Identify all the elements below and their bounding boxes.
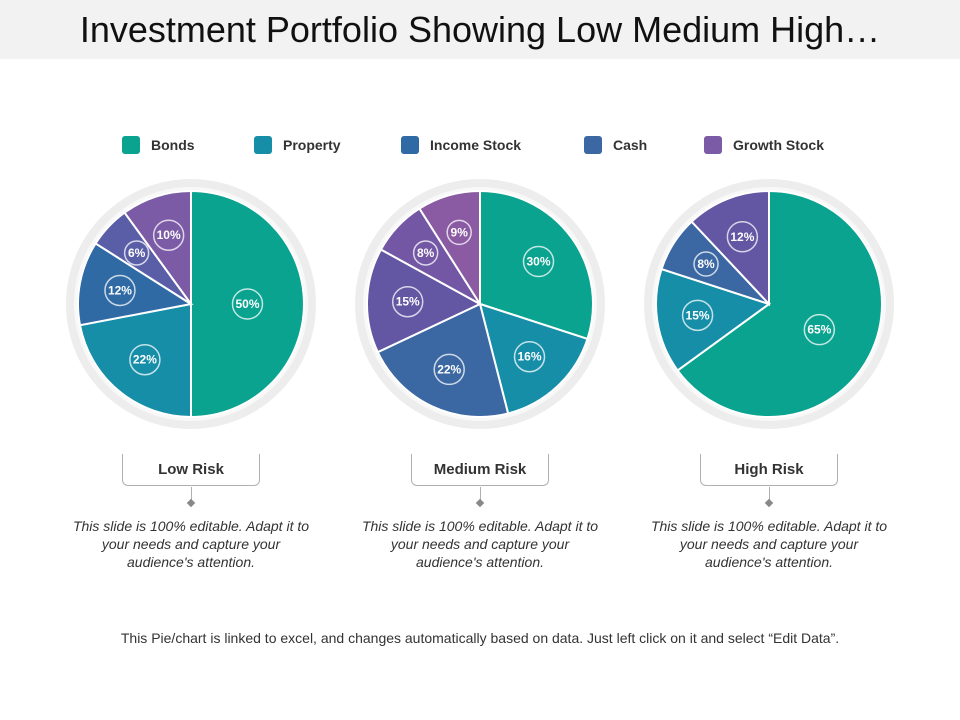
footer-note: This Pie/chart is linked to excel, and c… bbox=[120, 630, 840, 646]
high-risk-label-box: High Risk bbox=[700, 454, 838, 486]
medium-risk-slice-label-bubble-1 bbox=[513, 340, 546, 373]
medium-risk-slice-label-4: 8% bbox=[417, 246, 435, 260]
legend-item-property: Property bbox=[254, 136, 341, 154]
high-risk-slice-label-bubble-2 bbox=[693, 251, 719, 277]
high-risk-slice-label-bubble-3 bbox=[726, 221, 759, 253]
legend-item-growth-stock: Growth Stock bbox=[704, 136, 824, 154]
low-risk-label-box: Low Risk bbox=[122, 454, 260, 486]
title-bar: Investment Portfolio Showing Low Medium … bbox=[0, 0, 960, 59]
medium-risk-slice-label-bubble-4 bbox=[412, 240, 439, 266]
medium-risk-slice-label-5: 9% bbox=[451, 225, 469, 239]
medium-risk-slice-label-2: 22% bbox=[437, 362, 461, 376]
high-risk-slice-label-2: 8% bbox=[697, 257, 715, 271]
medium-risk-connector bbox=[480, 487, 481, 501]
high-risk-connector bbox=[769, 487, 770, 501]
low-risk-slice-label-bubble-2 bbox=[104, 274, 136, 307]
low-risk-slice-label-2: 12% bbox=[108, 283, 132, 297]
low-risk-slice-2 bbox=[77, 242, 194, 327]
low-risk-slice-label-bubble-1 bbox=[129, 343, 161, 376]
medium-risk-slice-label-bubble-2 bbox=[433, 353, 465, 386]
legend-swatch-bonds bbox=[122, 136, 140, 154]
medium-risk-slice-0 bbox=[479, 189, 594, 341]
low-risk-description: This slide is 100% editable. Adapt it to… bbox=[72, 518, 310, 570]
low-risk-slice-label-0: 50% bbox=[235, 297, 259, 311]
low-risk-slice-label-1: 22% bbox=[133, 353, 157, 367]
medium-risk-slice-3 bbox=[366, 248, 483, 354]
low-risk-pie: 50% 22% 12% 6% 10% bbox=[66, 179, 316, 429]
medium-risk-slice-label-1: 16% bbox=[517, 350, 541, 364]
legend-label-bonds: Bonds bbox=[151, 137, 195, 153]
medium-risk-slice-label-0: 30% bbox=[526, 254, 550, 268]
medium-risk-slice-label-bubble-0 bbox=[522, 245, 555, 278]
low-risk-slice-label-3: 6% bbox=[128, 246, 146, 260]
legend-label-income-stock: Income Stock bbox=[430, 137, 522, 153]
medium-risk-slice-1 bbox=[478, 302, 589, 415]
low-risk-slice-label-bubble-0 bbox=[231, 288, 264, 320]
legend-swatch-income-stock bbox=[401, 136, 419, 154]
low-risk-slice-label-bubble-3 bbox=[123, 240, 150, 266]
medium-risk-slice-5 bbox=[418, 189, 481, 308]
legend-swatch-cash bbox=[584, 136, 602, 154]
legend-swatch-property bbox=[254, 136, 272, 154]
legend-label-growth-stock: Growth Stock bbox=[733, 137, 825, 153]
legend-item-cash: Cash bbox=[584, 136, 647, 154]
high-risk-pie: 65% 15% 8% 12% bbox=[644, 179, 894, 429]
high-risk-slice-label-0: 65% bbox=[807, 323, 831, 337]
medium-risk-slice-2 bbox=[376, 302, 510, 418]
high-risk-slice-0 bbox=[676, 189, 883, 418]
low-risk-slice-0 bbox=[190, 189, 305, 419]
high-risk-slice-3 bbox=[690, 189, 770, 307]
high-risk-slice-label-1: 15% bbox=[686, 308, 710, 322]
legend: Bonds Property Income Stock Cash Growth … bbox=[0, 136, 960, 158]
high-risk-slice-label-bubble-0 bbox=[803, 313, 836, 346]
legend-item-bonds: Bonds bbox=[122, 136, 195, 154]
high-risk-label: High Risk bbox=[734, 461, 804, 478]
medium-risk-label: Medium Risk bbox=[433, 461, 527, 478]
medium-risk-slice-label-bubble-5 bbox=[446, 219, 472, 246]
legend-label-property: Property bbox=[283, 137, 341, 153]
medium-risk-description: This slide is 100% editable. Adapt it to… bbox=[361, 518, 599, 570]
medium-risk-slice-label-bubble-3 bbox=[391, 285, 424, 318]
low-risk-slice-label-bubble-4 bbox=[152, 219, 185, 251]
low-risk-label: Low Risk bbox=[158, 461, 224, 478]
low-risk-slice-1 bbox=[78, 302, 192, 419]
legend-item-income-stock: Income Stock bbox=[401, 136, 521, 154]
legend-swatch-growth-stock bbox=[704, 136, 722, 154]
low-risk-slice-label-4: 10% bbox=[157, 228, 181, 242]
medium-risk-slice-label-3: 15% bbox=[396, 295, 420, 309]
low-risk-connector bbox=[191, 487, 192, 501]
medium-risk-label-box: Medium Risk bbox=[411, 454, 549, 486]
high-risk-slice-label-bubble-1 bbox=[681, 299, 714, 332]
high-risk-description: This slide is 100% editable. Adapt it to… bbox=[650, 518, 888, 570]
medium-risk-pie: 30% 16% 22% 15% 8% 9% bbox=[355, 179, 605, 429]
high-risk-slice-label-3: 12% bbox=[730, 230, 754, 244]
low-risk-slice-4 bbox=[123, 189, 192, 308]
legend-label-cash: Cash bbox=[613, 137, 648, 153]
